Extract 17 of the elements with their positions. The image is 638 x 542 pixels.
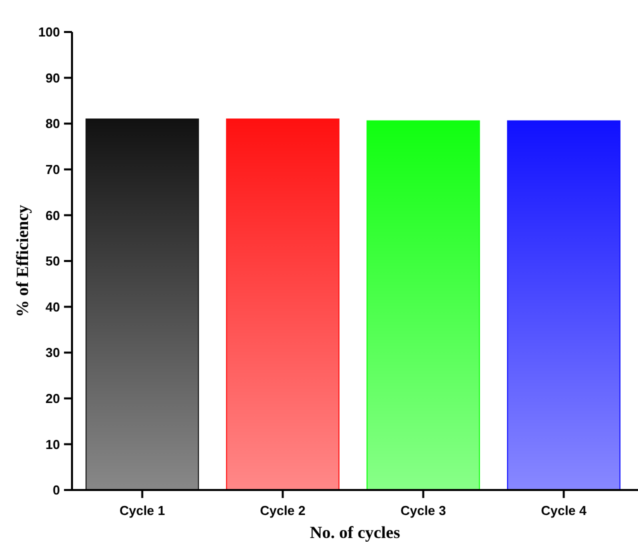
- y-tick-label: 90: [46, 70, 60, 86]
- y-tick-label: 30: [46, 345, 60, 360]
- y-axis-title: % of Efficiency: [13, 204, 32, 318]
- x-tick-label: Cycle 3: [400, 503, 446, 518]
- y-tick-label: 80: [46, 116, 60, 132]
- x-tick-label: Cycle 2: [260, 503, 306, 518]
- y-tick-label: 20: [46, 390, 60, 406]
- x-axis-title: No. of cycles: [310, 523, 400, 542]
- x-tick-label: Cycle 4: [540, 503, 588, 518]
- y-tick-label: 40: [46, 299, 60, 314]
- y-tick-label: 0: [52, 482, 60, 498]
- y-tick-label: 10: [46, 436, 60, 452]
- y-tick-label: 70: [46, 162, 60, 177]
- y-tick-label: 50: [46, 254, 60, 269]
- y-tick-label: 100: [38, 24, 60, 40]
- y-tick-label: 60: [46, 208, 60, 223]
- x-tick-label: Cycle 1: [119, 503, 166, 518]
